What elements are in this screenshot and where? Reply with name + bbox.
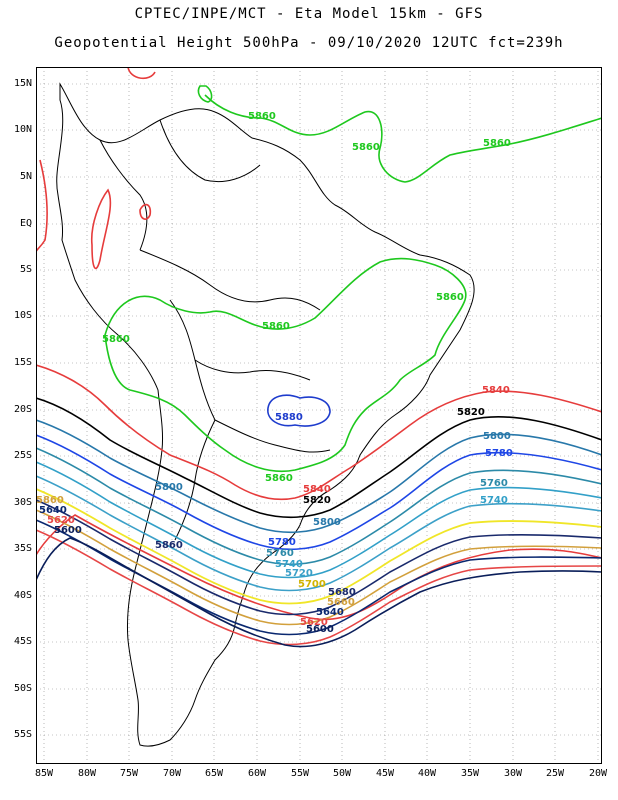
- contour-5620: [36, 529, 602, 646]
- lat-label-50s: 50S: [13, 683, 32, 694]
- lon-label-50w: 50W: [332, 768, 352, 779]
- coastline: [56, 82, 475, 747]
- label-5600-w: 5600: [54, 525, 82, 536]
- label-5800-w: 5800: [155, 482, 183, 493]
- lon-label-55w: 55W: [290, 768, 310, 779]
- label-5860-n3: 5860: [483, 138, 511, 149]
- map-frame: [36, 67, 602, 764]
- label-5740-c: 5740: [275, 559, 303, 570]
- label-5660-c: 5660: [327, 597, 355, 608]
- label-5600-c: 5600: [306, 624, 334, 635]
- label-5860-chile: 5860: [155, 540, 183, 551]
- label-5680-c: 5680: [328, 587, 356, 598]
- lon-label-25w: 25W: [545, 768, 565, 779]
- contour-5780: [36, 434, 602, 551]
- label-5820-e: 5820: [457, 407, 485, 418]
- label-5860-n2: 5860: [352, 142, 380, 153]
- label-5760-e: 5760: [480, 478, 508, 489]
- label-5860-w: 5860: [102, 334, 130, 345]
- contour-5820: [36, 397, 602, 519]
- label-5840-c: 5840: [303, 484, 331, 495]
- label-5620-c: 5620: [300, 617, 328, 628]
- label-5820-c: 5820: [303, 495, 331, 506]
- label-5640-w: 5640: [39, 505, 67, 516]
- contour-labels: 5860 5860 5860 5860 5860 5860 5860 5880 …: [36, 111, 513, 635]
- contour-5660: [36, 509, 602, 626]
- label-5760-c: 5760: [266, 548, 294, 559]
- chart-title: CPTEC/INPE/MCT - Eta Model 15km - GFS: [134, 6, 484, 22]
- label-5840-e: 5840: [482, 385, 510, 396]
- label-5640-c: 5640: [316, 607, 344, 618]
- lon-label-80w: 80W: [77, 768, 97, 779]
- label-5720-c: 5720: [285, 568, 313, 579]
- contour-5840: [36, 67, 602, 621]
- lon-label-45w: 45W: [375, 768, 395, 779]
- lat-label-45s: 45S: [13, 636, 32, 647]
- lat-label-10s: 10S: [13, 310, 32, 321]
- label-5780-e: 5780: [485, 448, 513, 459]
- label-5800-c: 5800: [313, 517, 341, 528]
- label-5800-e: 5800: [483, 431, 511, 442]
- lon-label-65w: 65W: [204, 768, 224, 779]
- lat-label-20s: 20S: [13, 404, 32, 415]
- lon-label-60w: 60W: [247, 768, 267, 779]
- label-5860-ne: 5860: [436, 292, 464, 303]
- lon-label-40w: 40W: [417, 768, 437, 779]
- contour-5760: [36, 447, 602, 566]
- contour-5640: [36, 519, 602, 636]
- chart-subtitle: Geopotential Height 500hPa - 09/10/2020 …: [54, 35, 564, 51]
- label-5860-c: 5860: [262, 321, 290, 332]
- lat-label-30s: 30S: [13, 497, 32, 508]
- contour-5680: [36, 499, 602, 616]
- label-5860-n1: 5860: [248, 111, 276, 122]
- lat-label-10n: 10N: [13, 124, 32, 135]
- label-5740-e: 5740: [480, 495, 508, 506]
- lon-label-75w: 75W: [119, 768, 139, 779]
- lat-label-40s: 40S: [13, 590, 32, 601]
- label-5660-w: 5860: [36, 495, 64, 506]
- lat-label-55s: 55S: [13, 729, 32, 740]
- contour-5700: [36, 488, 602, 605]
- lon-label-30w: 30W: [503, 768, 523, 779]
- label-5700-c: 5700: [298, 579, 326, 590]
- label-5880: 5880: [275, 412, 303, 423]
- lat-label-35s: 35S: [13, 543, 32, 554]
- contour-5720: [36, 475, 602, 592]
- contour-5740: [36, 461, 602, 579]
- contour-5860: [104, 85, 602, 473]
- lat-label-5n: 5N: [19, 171, 32, 182]
- lon-label-20w: 20W: [588, 768, 608, 779]
- lon-label-70w: 70W: [162, 768, 182, 779]
- lat-label-25s: 25S: [13, 450, 32, 461]
- lat-label-eq: EQ: [19, 218, 32, 229]
- lat-label-5s: 5S: [19, 264, 32, 275]
- contour-5600: [36, 537, 602, 648]
- lat-label-15s: 15S: [13, 357, 32, 368]
- label-5780-c: 5780: [268, 537, 296, 548]
- label-5620-w: 5620: [47, 515, 75, 526]
- lon-label-85w: 85W: [34, 768, 54, 779]
- contour-5800: [36, 419, 602, 534]
- lon-label-35w: 35W: [460, 768, 480, 779]
- graticule: [36, 67, 602, 764]
- label-5860-s: 5860: [265, 473, 293, 484]
- lat-label-15n: 15N: [13, 78, 32, 89]
- contour-5880: [267, 394, 331, 427]
